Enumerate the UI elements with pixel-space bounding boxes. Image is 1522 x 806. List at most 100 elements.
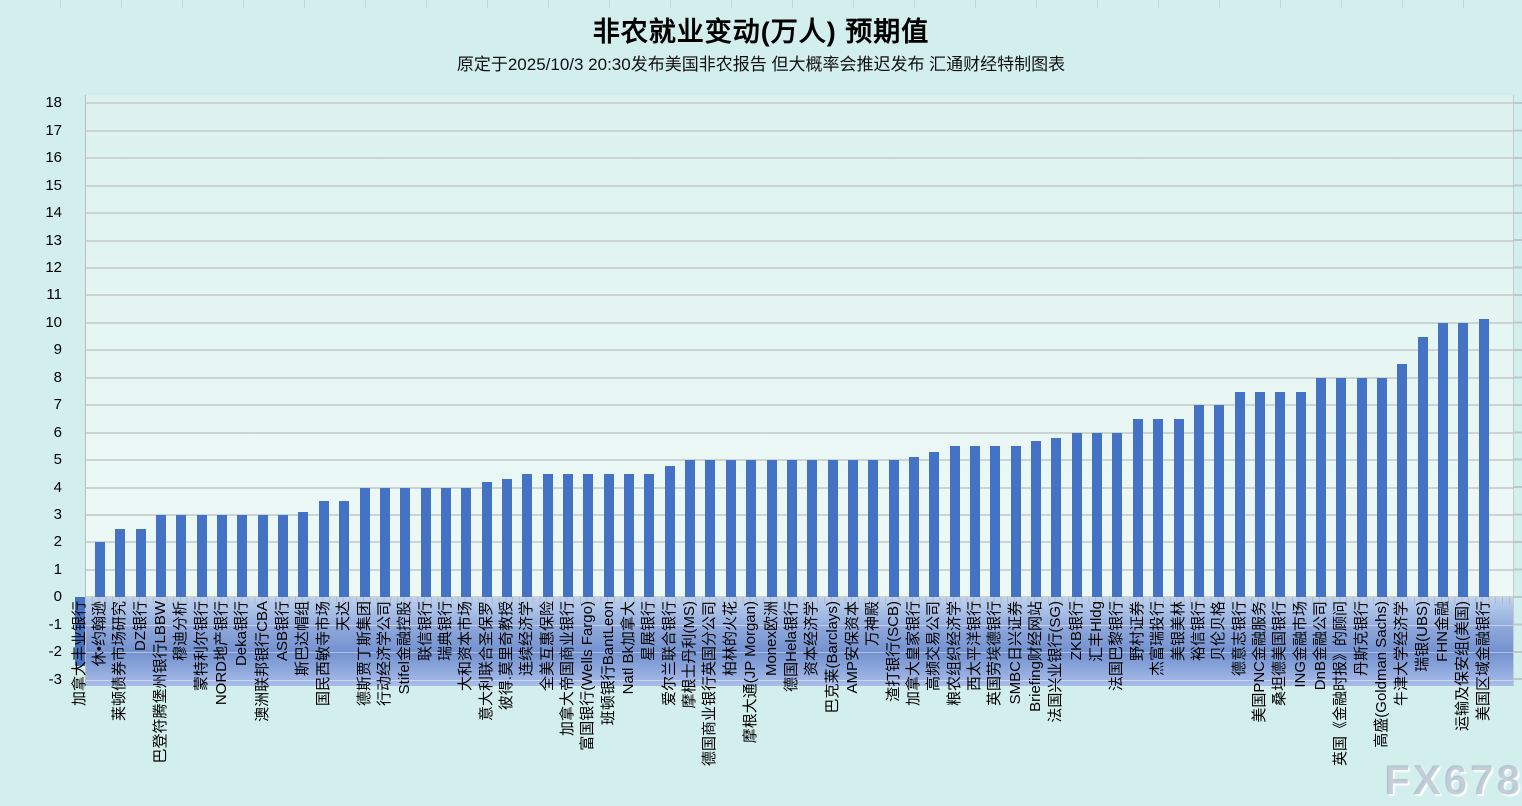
bar <box>196 514 207 598</box>
x-axis-label: 连续经济学 <box>518 601 536 677</box>
bar <box>1112 432 1123 598</box>
x-axis-label: 国民西敏寺市场 <box>314 601 332 707</box>
bar <box>1417 336 1428 598</box>
bar <box>298 512 309 598</box>
x-axis-label: 斯巴达帽组 <box>294 601 312 677</box>
bar <box>94 542 105 598</box>
bar <box>908 457 919 598</box>
gridline <box>85 294 1513 297</box>
x-axis-label: ZKB银行 <box>1067 601 1085 661</box>
y-axis-tick-label: -3 <box>48 670 62 688</box>
gridline-negative <box>85 652 1513 654</box>
bar <box>1377 377 1387 598</box>
bar <box>318 501 329 598</box>
x-axis-label: 巴登符腾堡州银行LBBW <box>152 601 169 764</box>
bar <box>1275 391 1286 598</box>
bar <box>685 460 696 598</box>
bar <box>583 473 594 598</box>
bar <box>970 446 980 598</box>
y-axis-tick-label: 2 <box>53 533 62 551</box>
bar <box>115 528 126 598</box>
bar <box>929 451 940 598</box>
y-axis-tick-label: 1 <box>53 560 62 578</box>
x-axis-label: 莱顿债券市场研究 <box>111 601 129 722</box>
x-axis-label: 英国《金融时报》的顾问 <box>1332 601 1350 767</box>
bar <box>522 473 533 598</box>
bar <box>1031 440 1042 598</box>
y-axis-tick-label: 8 <box>53 368 62 386</box>
x-axis-label: 粮农组织经济学 <box>945 601 963 707</box>
bar <box>461 487 472 598</box>
bar <box>1234 391 1245 598</box>
bar <box>1356 377 1367 598</box>
x-axis-label: AMP安保资本 <box>843 601 861 694</box>
y-axis-line <box>85 95 86 686</box>
x-axis-label: NORD地产银行 <box>213 601 231 706</box>
x-axis-label: 蒙特利尔银行 <box>192 601 210 692</box>
bar <box>176 514 187 598</box>
x-axis-label: 意大利联合圣保罗 <box>477 601 495 722</box>
y-axis-tick-label: 5 <box>53 451 62 469</box>
chart-subtitle: 原定于2025/10/3 20:30发布美国非农报告 但大概率会推迟发布 汇通财… <box>456 55 1066 74</box>
bar <box>1010 446 1021 598</box>
category-tick-marks <box>85 597 1513 605</box>
x-axis-label: Briefing财经网站 <box>1027 601 1045 713</box>
bar <box>1173 418 1184 598</box>
bar <box>1478 318 1489 598</box>
gridline <box>85 541 1513 544</box>
bar <box>156 514 166 598</box>
bar <box>1397 364 1408 598</box>
x-axis-label: 摩根大通(JP Morgan) <box>742 601 760 744</box>
y-axis-tick-label: 14 <box>45 204 62 222</box>
bar <box>420 487 431 598</box>
bar <box>746 460 757 598</box>
gridline <box>85 486 1513 489</box>
x-axis-label: 柏林的火花 <box>721 601 739 677</box>
bar <box>1092 432 1103 598</box>
bar <box>786 460 797 598</box>
x-axis-label: 桑坦德美国银行 <box>1271 601 1289 707</box>
bar <box>400 487 411 598</box>
gridline-negative <box>85 624 1513 626</box>
gridline <box>85 568 1513 571</box>
gridline <box>85 267 1513 270</box>
bar <box>827 460 838 598</box>
x-axis-label: 贝伦贝格 <box>1210 601 1228 662</box>
bar <box>379 487 390 598</box>
bar <box>1336 377 1347 598</box>
x-axis-label: 加拿大丰业银行 <box>70 601 88 707</box>
bar <box>603 473 614 598</box>
gridline <box>85 404 1513 407</box>
spreadsheet-row-ticks <box>1513 102 1522 685</box>
x-axis-label: 法国兴业银行(SG) <box>1047 601 1065 723</box>
x-axis-label: DZ银行 <box>131 601 149 652</box>
bar <box>664 465 675 598</box>
x-axis-label: 瑞银(UBS) <box>1413 601 1431 673</box>
x-axis-label: 星展银行 <box>640 601 658 662</box>
y-axis-tick-label: 15 <box>45 176 62 194</box>
bar <box>1132 418 1143 598</box>
x-axis-label: 高频交易公司 <box>925 601 943 692</box>
bar <box>1153 418 1164 598</box>
gridline <box>85 184 1513 187</box>
x-axis-label: 高盛(Goldman Sachs) <box>1373 601 1390 749</box>
x-axis-label: 德斯贾丁斯集团 <box>355 601 373 707</box>
gridline <box>85 349 1513 352</box>
chart-title: 非农就业变动(万人) 预期值 <box>592 17 930 47</box>
x-axis-label: 美银美林 <box>1169 601 1187 662</box>
bar <box>1254 391 1265 598</box>
bar <box>1214 405 1225 598</box>
x-axis-label: 杰富瑞投行 <box>1149 601 1167 677</box>
bar <box>705 460 716 598</box>
x-axis-label: Deka银行 <box>233 601 251 667</box>
x-axis-label: 德国Hela银行 <box>782 601 800 693</box>
x-axis-label: 彼得.莫里奇教授 <box>497 601 515 711</box>
bar <box>237 514 248 598</box>
y-axis-tick-label: 17 <box>45 121 62 139</box>
gridline <box>85 212 1513 215</box>
y-axis-tick-label: -1 <box>48 615 62 633</box>
x-axis-label: 渣打银行(SCB) <box>884 601 902 703</box>
watermark-fx678: FX678 <box>1384 756 1522 803</box>
x-axis-label: 澳洲联邦银行CBA <box>253 601 271 723</box>
